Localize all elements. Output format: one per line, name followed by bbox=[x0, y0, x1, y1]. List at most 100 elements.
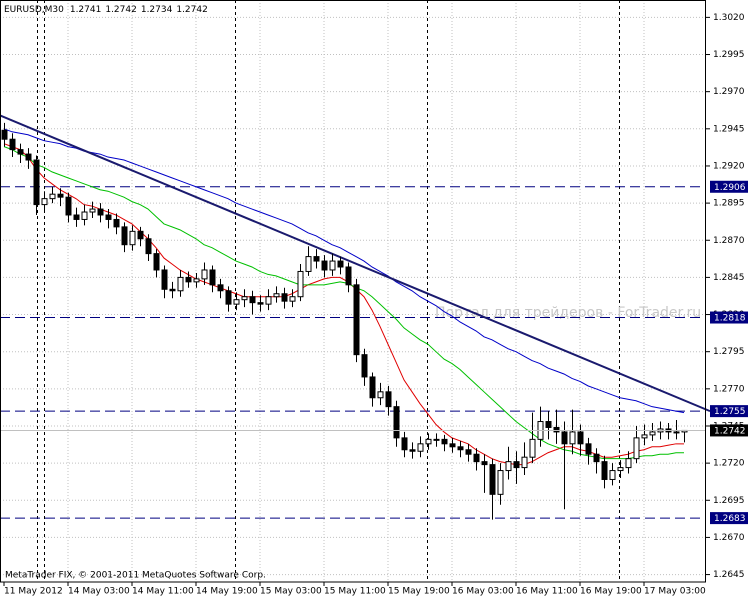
candle-body bbox=[9, 138, 16, 151]
candle-body bbox=[169, 288, 176, 292]
footer: MetaTrader FIX, © 2001-2011 MetaQuotes S… bbox=[5, 571, 266, 581]
candle-body bbox=[273, 293, 280, 298]
y-tick-label: 1.2995 bbox=[713, 50, 745, 60]
candle-body bbox=[649, 431, 656, 436]
candle-body bbox=[633, 437, 640, 460]
candle-body bbox=[209, 269, 216, 286]
candle-body bbox=[217, 284, 224, 292]
candle-body bbox=[89, 208, 96, 213]
y-tick-label: 1.2670 bbox=[713, 533, 745, 543]
y-tick-label: 1.2920 bbox=[713, 161, 745, 171]
chart-header: EURUSD,M30 1.2741 1.2742 1.2734 1.2742 bbox=[4, 5, 208, 15]
candle-body bbox=[57, 193, 64, 198]
candle-body bbox=[321, 260, 328, 271]
candle-body bbox=[297, 270, 304, 298]
x-tick-label: 14 May 03:00 bbox=[68, 587, 130, 597]
header-high: 1.2742 bbox=[105, 5, 137, 15]
y-tick-label: 1.2795 bbox=[713, 347, 745, 357]
candle-body bbox=[113, 218, 120, 228]
trendline bbox=[0, 114, 711, 413]
y-tick-label: 1.2945 bbox=[713, 124, 745, 134]
price-level-box bbox=[710, 180, 748, 193]
candle-body bbox=[249, 296, 256, 304]
candle-body bbox=[625, 458, 632, 469]
candle-body bbox=[225, 290, 232, 305]
watermark: Портал для трейдеров - ForTrader.ru bbox=[435, 305, 701, 321]
y-tick-label: 1.2645 bbox=[713, 570, 745, 580]
candle-body bbox=[137, 230, 144, 240]
x-tick-label: 14 May 19:00 bbox=[196, 587, 258, 597]
candle-body bbox=[457, 446, 464, 451]
candle-body bbox=[361, 354, 368, 378]
x-tick-label: 15 May 19:00 bbox=[388, 587, 450, 597]
candle-body bbox=[1, 129, 8, 140]
x-tick-label: 16 May 19:00 bbox=[580, 587, 642, 597]
moving-average bbox=[3, 128, 685, 414]
price-level-label: 1.2906 bbox=[714, 183, 746, 193]
candle-body bbox=[617, 467, 624, 472]
candle-body bbox=[473, 453, 480, 463]
x-tick-label: 14 May 11:00 bbox=[132, 587, 194, 597]
candle-body bbox=[553, 426, 560, 433]
candle-body bbox=[337, 260, 344, 268]
candle-body bbox=[377, 391, 384, 399]
candle-body bbox=[585, 443, 592, 455]
grid bbox=[0, 0, 706, 582]
y-tick-label: 1.3020 bbox=[713, 13, 745, 23]
candle-body bbox=[569, 431, 576, 445]
candle-body bbox=[465, 449, 472, 455]
price-level-label: 1.2818 bbox=[714, 314, 746, 324]
candle-body bbox=[441, 438, 448, 445]
candle-body bbox=[489, 464, 496, 495]
candle-body bbox=[497, 470, 504, 495]
candle-body bbox=[17, 149, 24, 155]
candle-body bbox=[329, 260, 336, 271]
price-level-box bbox=[710, 405, 748, 418]
candle-body bbox=[433, 438, 440, 441]
x-tick-label: 11 May 2012 bbox=[4, 587, 63, 597]
candle-body bbox=[345, 266, 352, 286]
candle-body bbox=[673, 431, 680, 434]
period-separators bbox=[37, 0, 620, 582]
y-tick-label: 1.2845 bbox=[713, 273, 745, 283]
candle-body bbox=[513, 461, 520, 469]
candle-body bbox=[161, 269, 168, 290]
candle-body bbox=[145, 238, 152, 255]
candle-body bbox=[409, 449, 416, 452]
candle-body bbox=[65, 196, 72, 216]
candle-body bbox=[49, 193, 56, 200]
y-tick-label: 1.2720 bbox=[713, 459, 745, 469]
price-level-label: 1.2683 bbox=[714, 514, 746, 524]
candle-body bbox=[417, 443, 424, 452]
candle-body bbox=[121, 226, 128, 246]
candle-body bbox=[257, 302, 264, 305]
candle-body bbox=[313, 256, 320, 262]
candle-body bbox=[601, 461, 608, 480]
candle-body bbox=[25, 153, 32, 161]
price-level-box bbox=[710, 512, 748, 525]
candle-body bbox=[185, 276, 192, 283]
x-tick-label: 15 May 11:00 bbox=[324, 587, 386, 597]
moving-average bbox=[3, 146, 684, 460]
axes: 1.3020 1.2995 1.2970 1.2945 1.2920 1.2895 1.28… bbox=[3, 13, 748, 597]
candle-body bbox=[393, 406, 400, 439]
candle-body bbox=[33, 159, 40, 206]
candle-body bbox=[177, 276, 184, 292]
plot bbox=[0, 114, 711, 520]
candle-body bbox=[577, 431, 584, 445]
candle-body bbox=[97, 208, 104, 216]
candle-body bbox=[425, 438, 432, 445]
price-level-label: 1.2755 bbox=[714, 407, 746, 417]
candle-body bbox=[609, 470, 616, 480]
candle-body bbox=[505, 461, 512, 472]
y-tick-label: 1.2770 bbox=[713, 384, 745, 394]
candle-body bbox=[545, 421, 552, 428]
candle-body bbox=[353, 284, 360, 356]
y-tick-label: 1.2870 bbox=[713, 236, 745, 246]
candle-body bbox=[41, 198, 48, 206]
x-tick-label: 15 May 03:00 bbox=[260, 587, 322, 597]
x-tick-label: 16 May 11:00 bbox=[516, 587, 578, 597]
candle-body bbox=[153, 253, 160, 271]
header-open: 1.2741 bbox=[70, 5, 102, 15]
